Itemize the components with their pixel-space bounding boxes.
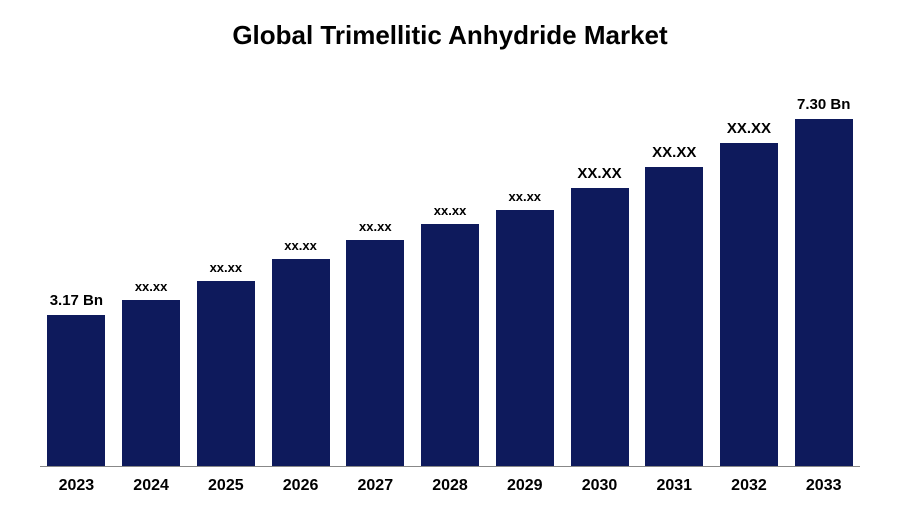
bar-group: xx.xx [493, 81, 556, 466]
chart-area: 3.17 Bn xx.xx xx.xx xx.xx xx.xx xx.xx xx… [40, 81, 860, 495]
x-axis-label: 2026 [269, 477, 332, 495]
bar [197, 281, 255, 466]
x-axis-label: 2030 [568, 477, 631, 495]
bar-group: xx.xx [344, 81, 407, 466]
bar-value-label: 3.17 Bn [50, 292, 103, 309]
chart-title: Global Trimellitic Anhydride Market [40, 20, 860, 51]
bar-value-label: xx.xx [359, 219, 392, 234]
bar-value-label: XX.XX [577, 165, 621, 182]
bar-value-label: xx.xx [210, 260, 243, 275]
bar-value-label: xx.xx [135, 279, 168, 294]
bar [571, 188, 629, 466]
bar-value-label: xx.xx [509, 189, 542, 204]
bar [645, 167, 703, 466]
x-axis-label: 2033 [792, 477, 855, 495]
bar-group: xx.xx [120, 81, 183, 466]
bar-group: 7.30 Bn [792, 81, 855, 466]
bar-value-label: 7.30 Bn [797, 96, 850, 113]
bar-group: xx.xx [194, 81, 257, 466]
x-axis-label: 2024 [120, 477, 183, 495]
x-axis-label: 2025 [194, 477, 257, 495]
x-axis-label: 2032 [718, 477, 781, 495]
x-axis-label: 2029 [493, 477, 556, 495]
bar [272, 259, 330, 466]
bar-value-label: XX.XX [652, 144, 696, 161]
bar-group: xx.xx [269, 81, 332, 466]
x-axis-label: 2031 [643, 477, 706, 495]
x-axis-label: 2028 [419, 477, 482, 495]
bar-value-label: xx.xx [284, 238, 317, 253]
bar [496, 210, 554, 467]
bar [346, 240, 404, 466]
bars-container: 3.17 Bn xx.xx xx.xx xx.xx xx.xx xx.xx xx… [40, 81, 860, 467]
bar [795, 119, 853, 466]
bar-value-label: xx.xx [434, 203, 467, 218]
bar-group: 3.17 Bn [45, 81, 108, 466]
bar-group: XX.XX [568, 81, 631, 466]
bar [720, 143, 778, 466]
bar-value-label: XX.XX [727, 120, 771, 137]
bar [421, 224, 479, 466]
bar-group: XX.XX [718, 81, 781, 466]
x-axis-label: 2027 [344, 477, 407, 495]
bar [122, 300, 180, 466]
x-axis: 2023 2024 2025 2026 2027 2028 2029 2030 … [40, 467, 860, 495]
bar [47, 315, 105, 466]
bar-group: XX.XX [643, 81, 706, 466]
x-axis-label: 2023 [45, 477, 108, 495]
bar-group: xx.xx [419, 81, 482, 466]
